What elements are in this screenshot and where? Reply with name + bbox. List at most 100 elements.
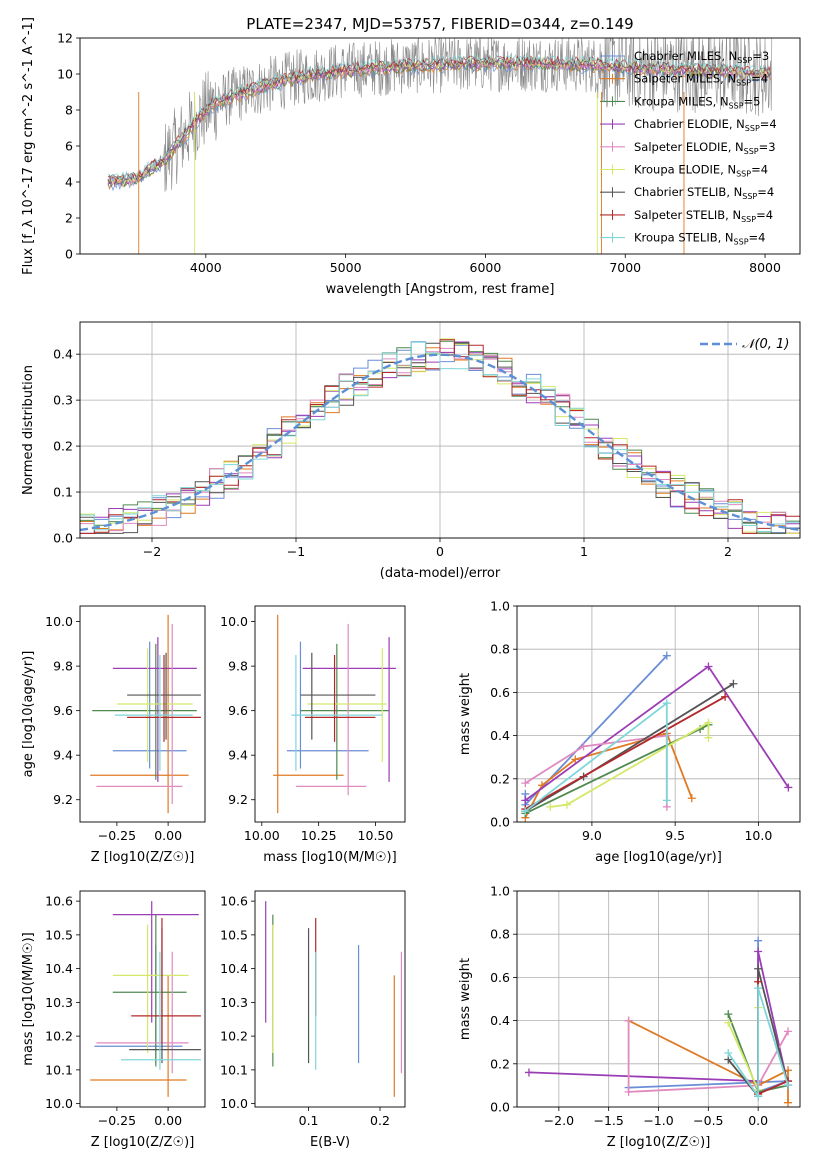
x-tick-label: −0.5 [693, 1113, 723, 1128]
legend-text: Kroupa MILES, N [634, 94, 729, 108]
weight-point [624, 1016, 633, 1025]
y-tick-label: 9.2 [228, 792, 248, 807]
weight-point [754, 1092, 763, 1101]
legend-label: Chabrier MILES, NSSP=3 [634, 49, 769, 65]
x-tick-label: 8000 [749, 260, 781, 275]
y-tick-label: 0.0 [53, 531, 73, 546]
legend-suffix: =4 [751, 163, 768, 177]
observed-spectrum [107, 38, 773, 192]
y-tick-label: 10.1 [220, 1062, 248, 1077]
y-tick-label: 0.6 [490, 685, 510, 700]
weight-line-8 [727, 987, 789, 1100]
plot-frame [79, 890, 206, 1108]
x-tick-label: 9.0 [582, 828, 602, 843]
histogram-series-8 [80, 341, 800, 532]
legend-text: Chabrier STELIB, N [634, 185, 742, 199]
weight-line-7 [524, 695, 726, 810]
plot-area [273, 614, 396, 814]
x-tick-label: 0.1 [299, 1113, 319, 1128]
legend-suffix: =4 [760, 117, 777, 131]
y-tick-label: 0.2 [490, 1056, 510, 1071]
legend-suffix: =4 [757, 185, 774, 199]
x-tick-label: 7000 [609, 260, 641, 275]
legend-text: Kroupa STELIB, N [634, 231, 734, 245]
weight-point [784, 783, 793, 792]
legend-text: Chabrier MILES, N [634, 49, 737, 63]
y-tick-label: 6 [65, 139, 73, 154]
plot-frame [79, 605, 206, 823]
plot-frame [79, 37, 801, 255]
legend-subscript: SSP [736, 79, 751, 88]
weight-point [662, 651, 671, 660]
x-axis-label: age [log10(age/yr)] [595, 850, 722, 865]
legend-subscript: SSP [729, 101, 744, 110]
weight-point [546, 802, 555, 811]
x-axis-label: Z [log10(Z/Z☉)] [91, 1135, 195, 1150]
panel-mass_vs_Z: −0.25 0.00 10.0 10.1 10.2 10.3 10.4 10.5 10.6 Z [… [21, 890, 206, 1150]
x-tick-label: 6000 [470, 260, 502, 275]
y-axis-label: Normed distribution [21, 365, 36, 495]
weight-point [729, 679, 738, 688]
legend-label: Kroupa ELODIE, NSSP=4 [634, 163, 768, 179]
y-tick-label: 12 [57, 31, 73, 46]
weight-point [579, 742, 588, 751]
weight-point [784, 1027, 793, 1036]
panel-residuals: −2 −1 0 1 2 0.0 0.1 0.2 0.3 0.4 (data-model)/error… [21, 321, 801, 581]
weight-point [754, 947, 763, 956]
legend-subscript: SSP [734, 238, 749, 247]
weight-point [784, 1081, 793, 1090]
x-tick-label: 10.25 [301, 828, 337, 843]
weight-point [624, 1087, 633, 1096]
x-tick-label: −2.0 [544, 1113, 574, 1128]
y-tick-label: 0.4 [490, 1013, 510, 1028]
y-tick-label: 10 [57, 67, 73, 82]
x-axis-label: (data-model)/error [380, 566, 501, 581]
legend-subscript: SSP [737, 56, 752, 65]
legend-suffix: =3 [759, 140, 776, 154]
y-tick-label: 10.0 [45, 614, 73, 629]
y-tick-label: 10.4 [45, 961, 73, 976]
y-tick-label: 10.6 [220, 894, 248, 909]
y-tick-label: 10.5 [45, 927, 73, 942]
y-tick-label: 10.4 [220, 961, 248, 976]
weight-point [521, 796, 530, 805]
weight-point [721, 692, 730, 701]
y-tick-label: 2 [65, 211, 73, 226]
legend-label: Salpeter STELIB, NSSP=4 [634, 208, 773, 224]
weight-point [754, 936, 763, 945]
x-axis-label: wavelength [Angstrom, rest frame] [326, 282, 555, 297]
weight-point [754, 984, 763, 993]
x-tick-label: 0.00 [154, 1113, 182, 1128]
panel-age_vs_Z: −0.25 0.00 9.2 9.4 9.6 9.8 10.0 Z [log10(Z/Z☉)]… [21, 605, 206, 865]
y-tick-label: 0.3 [53, 393, 73, 408]
y-tick-label: 0.0 [490, 1100, 510, 1115]
x-tick-label: 10.50 [358, 828, 394, 843]
plot-area [265, 901, 403, 1097]
gaussian-curve [80, 353, 800, 532]
weight-line-4 [627, 1020, 789, 1093]
weight-point [662, 699, 671, 708]
legend-label: Chabrier STELIB, NSSP=4 [634, 185, 774, 201]
y-tick-label: 8 [65, 103, 73, 118]
weight-point [687, 794, 696, 803]
legend-label: Kroupa STELIB, NSSP=4 [634, 231, 765, 247]
weight-point [704, 662, 713, 671]
x-axis-label: mass [log10(M/M☉)] [263, 850, 396, 865]
plot-frame [79, 321, 801, 539]
y-tick-label: 1.0 [490, 599, 510, 614]
y-tick-label: 9.6 [228, 703, 248, 718]
y-tick-label: 10.0 [220, 1096, 248, 1111]
y-tick-label: 0.4 [53, 347, 73, 362]
plot-frame [254, 890, 406, 1108]
x-axis-label: Z [log10(Z/Z☉)] [607, 1135, 711, 1150]
x-tick-label: −0.25 [98, 1113, 136, 1128]
y-axis-label: mass weight [458, 673, 473, 755]
legend-label: Salpeter ELODIE, NSSP=3 [634, 140, 776, 156]
y-tick-label: 9.2 [53, 792, 73, 807]
x-tick-label: −0.25 [98, 828, 136, 843]
y-axis-label: age [log10(age/yr)] [21, 651, 36, 778]
y-tick-label: 10.1 [45, 1062, 73, 1077]
plot-frame [516, 605, 801, 823]
weight-point [521, 807, 530, 816]
x-tick-label: 5000 [330, 260, 362, 275]
